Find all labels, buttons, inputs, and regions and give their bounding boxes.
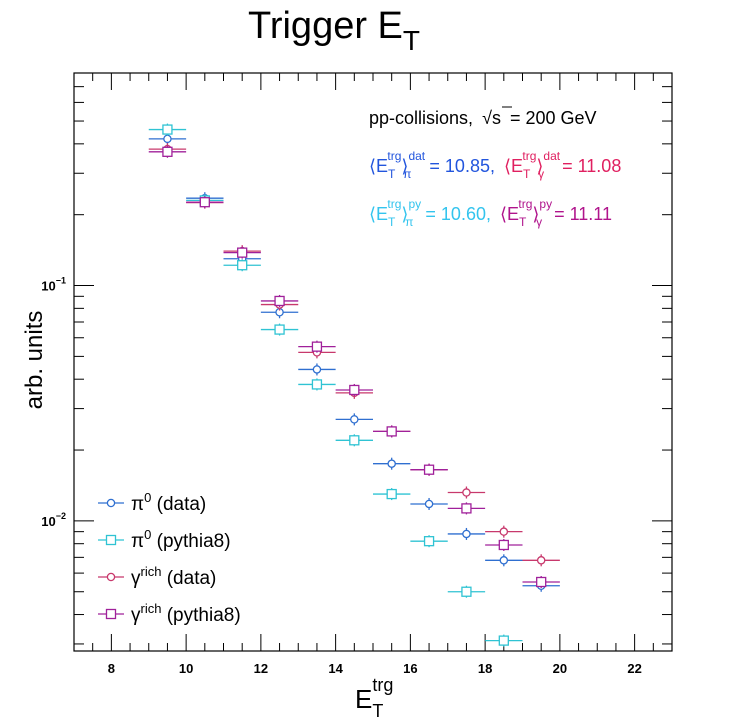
data-series <box>148 123 560 647</box>
x-tick-label: 12 <box>254 661 268 676</box>
data-point <box>498 539 509 551</box>
annotation-avg-pythia: ⟨ETtrg⟩py π = 10.60, ⟨ETtrg⟩py γ = 11.11 <box>369 197 612 229</box>
data-point <box>498 635 509 646</box>
legend-label: γrich (data) <box>131 564 216 589</box>
data-point <box>461 586 472 597</box>
x-tick-label: 8 <box>108 661 115 676</box>
legend-marker <box>105 608 117 620</box>
data-point <box>349 384 360 396</box>
data-point <box>423 464 435 475</box>
data-point <box>387 459 396 468</box>
x-tick-label: 22 <box>627 661 641 676</box>
data-point <box>350 415 359 424</box>
annotation-avg-data: ⟨ETtrg⟩dat π = 10.85, ⟨ETtrg⟩dat γ = 11.08 <box>369 149 621 181</box>
data-point <box>386 426 397 437</box>
data-point <box>461 503 472 514</box>
series-2 <box>148 143 560 567</box>
data-point <box>423 536 435 547</box>
series-1 <box>148 123 523 647</box>
x-tick-label: 16 <box>403 661 417 676</box>
legend: π0 (data) π0 (pythia8) γrich (data) γrich (… <box>98 490 241 626</box>
data-point <box>499 556 509 565</box>
x-tick-label: 18 <box>478 661 492 676</box>
data-point <box>274 295 285 307</box>
chart-title-subscript: T <box>403 25 420 56</box>
data-point <box>536 576 547 588</box>
data-point <box>162 124 173 135</box>
x-tick-label: 10 <box>179 661 193 676</box>
data-point <box>312 365 322 374</box>
data-point <box>311 341 323 352</box>
series-3 <box>148 145 560 588</box>
legend-label: γrich (pythia8) <box>131 601 241 626</box>
chart-title: Trigger ET <box>248 5 420 56</box>
data-point <box>274 324 285 335</box>
data-point <box>163 134 172 144</box>
y-tick-label: 10−2 <box>41 511 66 529</box>
annotation-collision: pp-collisions, √s = 200 GeV <box>369 108 597 128</box>
y-tick-label: 10−1 <box>41 276 66 294</box>
data-point <box>237 247 248 258</box>
tick-marks <box>73 72 673 651</box>
data-point <box>499 527 509 536</box>
data-point <box>386 488 397 500</box>
legend-label: π0 (pythia8) <box>131 527 231 552</box>
data-point <box>199 197 210 208</box>
data-point <box>424 499 434 509</box>
x-axis-label: ETtrg <box>355 675 393 721</box>
legend-label: π0 (data) <box>131 490 206 515</box>
x-tick-label: 20 <box>553 661 567 676</box>
data-point <box>536 556 546 565</box>
data-point <box>311 379 323 390</box>
data-point <box>237 260 248 271</box>
legend-marker <box>106 498 116 508</box>
legend-marker <box>106 572 116 582</box>
tick-labels: 8 10 12 14 16 18 20 22 10−2 10−1 <box>41 276 642 676</box>
data-point <box>462 529 471 539</box>
legend-marker <box>105 534 117 546</box>
data-point <box>349 435 360 446</box>
y-axis-label: arb. units <box>21 311 48 410</box>
data-point <box>162 146 173 157</box>
data-point <box>462 488 471 497</box>
annotation-block: pp-collisions, √s = 200 GeV ⟨ETtrg⟩dat π =… <box>369 106 621 229</box>
x-tick-label: 14 <box>328 661 343 676</box>
